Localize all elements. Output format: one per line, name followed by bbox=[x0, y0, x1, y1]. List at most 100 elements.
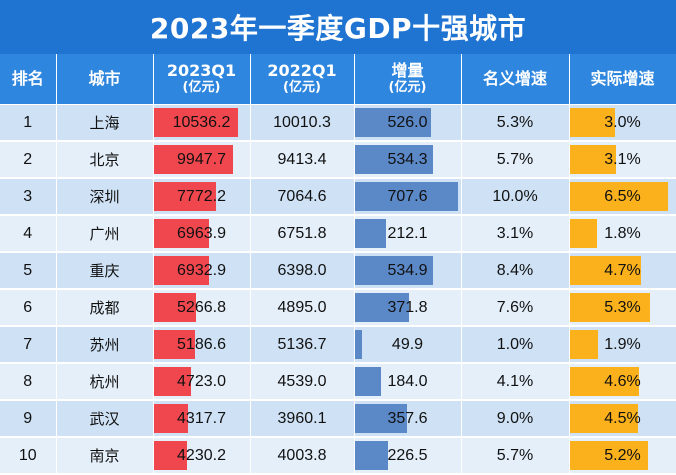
increase-bar bbox=[354, 182, 458, 211]
city-cell-value: 北京 bbox=[89, 151, 120, 169]
q1-2022-cell-value: 9413.4 bbox=[277, 150, 327, 168]
increase-cell-value: 707.6 bbox=[387, 187, 428, 205]
q1-2022-cell: 10010.3 bbox=[250, 104, 355, 142]
real-growth-cell: 4.6% bbox=[569, 363, 676, 401]
nominal-growth-cell: 3.1% bbox=[461, 215, 570, 253]
city-cell: 广州 bbox=[56, 215, 154, 253]
nominal-growth-cell-value: 5.7% bbox=[496, 446, 534, 464]
increase-bar bbox=[354, 256, 433, 285]
real-growth-cell: 5.3% bbox=[569, 289, 676, 327]
header-rank: 排名 bbox=[0, 54, 57, 105]
increase-cell-value: 534.9 bbox=[387, 261, 428, 279]
city-cell: 深圳 bbox=[56, 178, 154, 216]
nominal-growth-cell: 5.7% bbox=[461, 141, 570, 179]
increase-bar bbox=[354, 293, 409, 322]
q1-2023-cell-value: 6932.9 bbox=[177, 261, 226, 279]
header-increase: 增量 (亿元) bbox=[354, 54, 462, 105]
nominal-growth-cell: 1.0% bbox=[461, 326, 570, 364]
table-row: 7 苏州 5186.6 5136.7 49.9 1.0% 1.9% bbox=[0, 326, 676, 364]
real-growth-cell-value: 1.9% bbox=[604, 335, 641, 353]
rank-cell: 5 bbox=[0, 252, 57, 290]
rank-cell-value: 7 bbox=[23, 335, 33, 353]
table-row: 5 重庆 6932.9 6398.0 534.9 8.4% 4.7% bbox=[0, 252, 676, 290]
rank-cell: 6 bbox=[0, 289, 57, 327]
q1-2023-bar bbox=[153, 441, 188, 470]
real-growth-cell-value: 4.5% bbox=[604, 409, 641, 427]
real-growth-bar bbox=[569, 182, 668, 211]
q1-2023-cell: 5266.8 bbox=[153, 289, 251, 327]
q1-2023-cell-value: 6963.9 bbox=[177, 224, 226, 242]
q1-2023-cell: 7772.2 bbox=[153, 178, 251, 216]
nominal-growth-cell-value: 8.4% bbox=[496, 261, 534, 279]
city-cell-value: 成都 bbox=[89, 299, 120, 317]
increase-bar bbox=[354, 367, 382, 396]
q1-2023-bar bbox=[153, 256, 209, 285]
real-growth-bar bbox=[569, 367, 640, 396]
rank-cell-value: 5 bbox=[23, 261, 33, 279]
real-growth-cell: 4.5% bbox=[569, 400, 676, 438]
table-body: 1 上海 10536.2 10010.3 526.0 5.3% 3.0% 2 北京 9947.7 9… bbox=[0, 104, 676, 475]
table-row: 4 广州 6963.9 6751.8 212.1 3.1% 1.8% bbox=[0, 215, 676, 253]
city-cell: 苏州 bbox=[56, 326, 154, 364]
nominal-growth-cell-value: 5.7% bbox=[496, 150, 534, 168]
q1-2023-bar bbox=[153, 108, 238, 137]
q1-2023-cell-value: 7772.2 bbox=[177, 187, 226, 205]
q1-2023-cell: 4317.7 bbox=[153, 400, 251, 438]
q1-2022-cell-value: 10010.3 bbox=[273, 113, 331, 131]
q1-2023-cell: 4230.2 bbox=[153, 437, 251, 475]
rank-cell-value: 10 bbox=[18, 446, 37, 464]
real-growth-bar bbox=[569, 404, 638, 433]
q1-2023-cell: 9947.7 bbox=[153, 141, 251, 179]
increase-cell-value: 212.1 bbox=[387, 224, 428, 242]
city-cell: 上海 bbox=[56, 104, 154, 142]
increase-cell: 534.9 bbox=[354, 252, 462, 290]
increase-cell-value: 357.6 bbox=[387, 409, 428, 427]
q1-2022-cell-value: 4895.0 bbox=[277, 298, 327, 316]
city-cell-value: 广州 bbox=[89, 225, 120, 243]
city-cell: 武汉 bbox=[56, 400, 154, 438]
city-cell-value: 上海 bbox=[89, 114, 120, 132]
table-row: 8 杭州 4723.0 4539.0 184.0 4.1% 4.6% bbox=[0, 363, 676, 401]
q1-2023-cell-value: 4230.2 bbox=[177, 446, 226, 464]
nominal-growth-cell: 8.4% bbox=[461, 252, 570, 290]
rank-cell: 3 bbox=[0, 178, 57, 216]
real-growth-cell: 1.8% bbox=[569, 215, 676, 253]
header-q1-2022-unit: (亿元) bbox=[283, 79, 321, 95]
increase-cell: 371.8 bbox=[354, 289, 462, 327]
increase-cell: 49.9 bbox=[354, 326, 462, 364]
increase-cell: 226.5 bbox=[354, 437, 462, 475]
q1-2023-cell-value: 5266.8 bbox=[177, 298, 226, 316]
header-q1-2022-label: 2022Q1 bbox=[267, 61, 337, 81]
increase-cell-value: 534.3 bbox=[387, 150, 428, 168]
q1-2022-cell-value: 5136.7 bbox=[277, 335, 327, 353]
header-increase-label: 增量 bbox=[391, 61, 424, 81]
table-row: 3 深圳 7772.2 7064.6 707.6 10.0% 6.5% bbox=[0, 178, 676, 216]
increase-bar bbox=[354, 219, 386, 248]
q1-2022-cell: 4003.8 bbox=[250, 437, 355, 475]
q1-2023-cell: 6932.9 bbox=[153, 252, 251, 290]
increase-cell: 526.0 bbox=[354, 104, 462, 142]
real-growth-cell: 1.9% bbox=[569, 326, 676, 364]
header-row: 排名 城市 2023Q1 (亿元) 2022Q1 (亿元) 增量 (亿元) 名义… bbox=[0, 54, 676, 105]
header-q1-2023: 2023Q1 (亿元) bbox=[153, 54, 251, 105]
increase-cell: 534.3 bbox=[354, 141, 462, 179]
header-city: 城市 bbox=[56, 54, 154, 105]
header-q1-2023-label: 2023Q1 bbox=[166, 61, 237, 81]
q1-2023-bar bbox=[153, 404, 189, 433]
increase-bar bbox=[354, 330, 362, 359]
q1-2023-bar bbox=[153, 330, 195, 359]
q1-2023-cell: 5186.6 bbox=[153, 326, 251, 364]
real-growth-bar bbox=[569, 293, 650, 322]
real-growth-cell-value: 4.7% bbox=[604, 261, 641, 279]
chart-title: 2023年一季度GDP十强城市 bbox=[0, 0, 676, 54]
increase-bar bbox=[354, 145, 433, 174]
increase-cell-value: 184.0 bbox=[387, 372, 428, 390]
city-cell-value: 南京 bbox=[89, 447, 120, 465]
city-cell: 重庆 bbox=[56, 252, 154, 290]
real-growth-cell: 6.5% bbox=[569, 178, 676, 216]
rank-cell-value: 2 bbox=[23, 150, 33, 168]
q1-2023-cell-value: 10536.2 bbox=[172, 113, 231, 131]
rank-cell-value: 8 bbox=[23, 372, 33, 390]
real-growth-bar bbox=[569, 256, 641, 285]
